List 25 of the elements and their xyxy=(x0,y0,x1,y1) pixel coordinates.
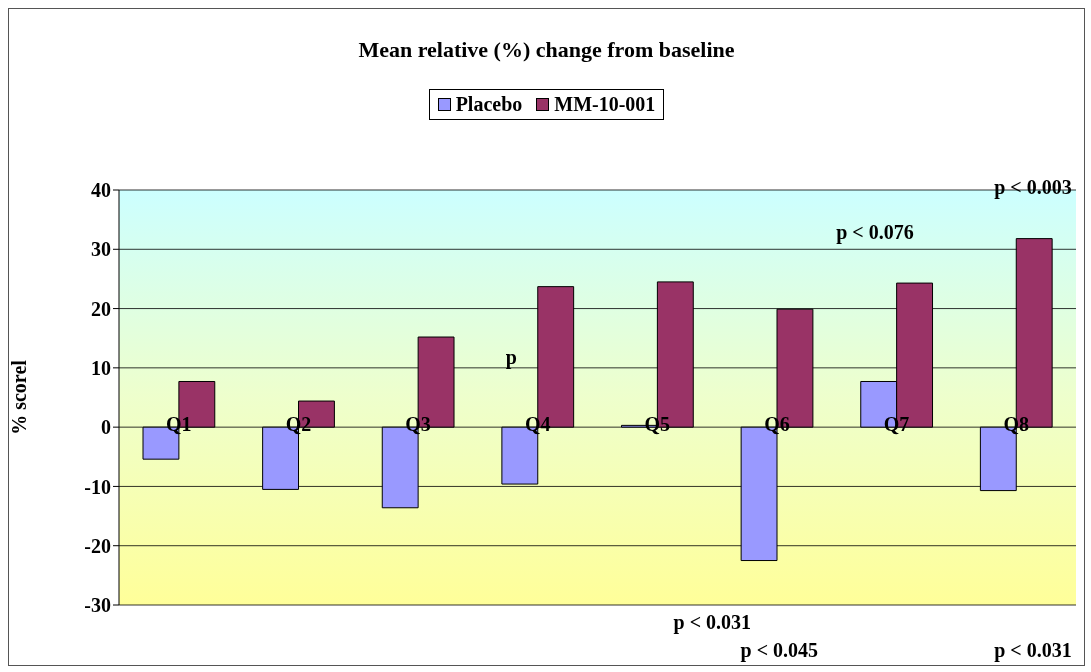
x-tick-label: Q6 xyxy=(764,413,790,435)
x-tick-label: Q7 xyxy=(883,413,910,435)
text: p < 0.045 xyxy=(740,639,819,662)
y-tick-label: -20 xyxy=(84,534,111,557)
chart-title: Mean relative (%) change from baseline xyxy=(357,37,736,63)
y-tick-label: 20 xyxy=(91,297,111,320)
annotation: p < 0.076 xyxy=(836,221,914,244)
legend-label: Placebo xyxy=(454,93,523,116)
y-tick-label: -30 xyxy=(84,594,111,617)
legend-label: MM-10-001 xyxy=(553,93,656,116)
x-tick-label: Q4 xyxy=(524,413,551,435)
y-tick-label: 30 xyxy=(91,238,111,261)
x-tick-label: Q3 xyxy=(405,413,431,435)
y-tick-label: 10 xyxy=(91,356,111,379)
annotation: p xyxy=(505,346,517,369)
y-axis-title: % scorel xyxy=(8,359,31,435)
y-tick-label: 40 xyxy=(91,179,111,202)
x-tick-label: Q5 xyxy=(644,413,671,435)
annotation: p < 0.003 xyxy=(994,176,1072,199)
y-tick-label: -10 xyxy=(84,475,111,498)
x-tick-label: Q8 xyxy=(1003,413,1029,435)
text: p < 0.031 xyxy=(994,639,1072,662)
y-tick-label: 0 xyxy=(101,416,111,439)
text: p < 0.031 xyxy=(673,611,752,634)
x-tick-label: Q1 xyxy=(166,413,192,435)
